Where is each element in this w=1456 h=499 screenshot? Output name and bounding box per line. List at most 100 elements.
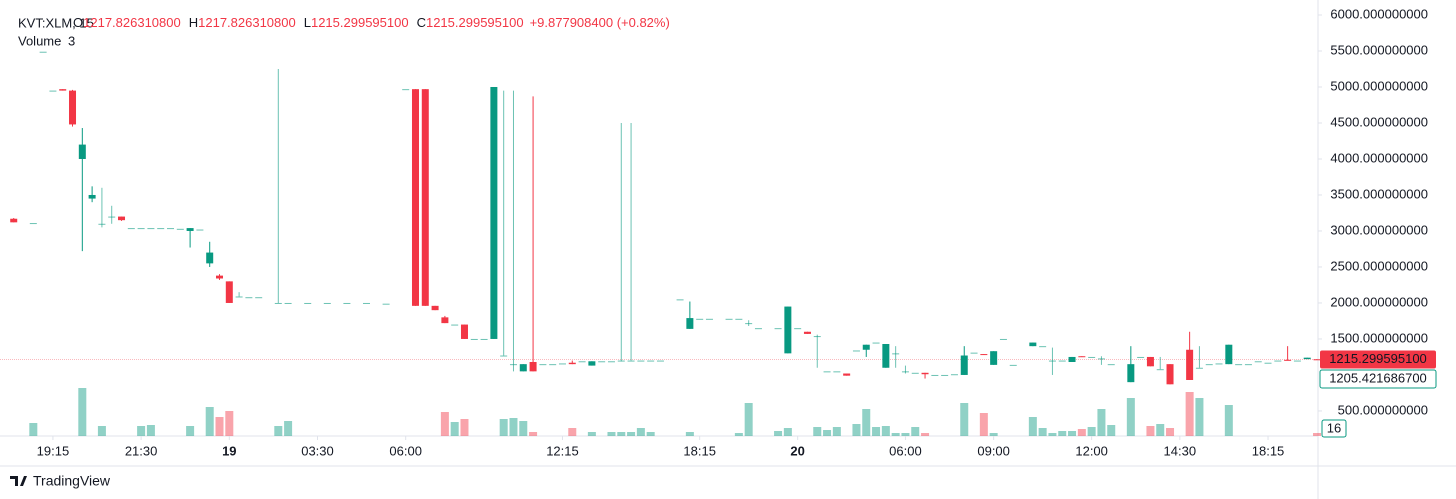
y-tick-label: 2000.000000000 — [1330, 294, 1428, 309]
volume-bar — [832, 427, 841, 436]
candle-body — [49, 90, 57, 92]
legend-h: 1217.826310800 — [198, 15, 296, 30]
legend-c-label: C — [417, 15, 426, 30]
candle-body — [1235, 364, 1243, 366]
volume-bar — [1048, 433, 1057, 436]
candle-body — [931, 374, 939, 376]
candle-body — [98, 223, 106, 225]
volume-bar — [901, 433, 910, 436]
y-tick-label: 3000.000000000 — [1330, 222, 1428, 237]
volume-bar — [646, 432, 655, 436]
candle-body — [88, 194, 96, 199]
candle-body — [1058, 360, 1066, 362]
candle-body — [1097, 358, 1105, 360]
y-tick-label: 4000.000000000 — [1330, 150, 1428, 165]
x-tick-label: 06:00 — [889, 443, 922, 458]
candle-body — [686, 318, 694, 329]
x-tick-label: 14:30 — [1164, 443, 1197, 458]
candle-body — [274, 302, 282, 304]
candle-body — [843, 373, 851, 376]
candle-body — [1254, 361, 1262, 363]
candle-body — [745, 323, 753, 325]
candle-body — [735, 318, 743, 320]
candle-body — [823, 371, 831, 373]
candle-body — [872, 342, 880, 344]
candle-body — [1137, 356, 1145, 358]
ohlc-legend: O1217.826310800 H1217.826310800 L1215.2995… — [73, 15, 670, 30]
volume-bar — [1126, 398, 1135, 436]
volume-bar — [989, 433, 998, 436]
volume-bar — [1107, 425, 1116, 436]
y-tick-label: 1500.000000000 — [1330, 330, 1428, 345]
candle-body — [1068, 356, 1076, 362]
candle-body — [382, 303, 390, 305]
candle-body — [637, 360, 645, 362]
volume-bar — [450, 422, 459, 436]
volume-bar — [568, 428, 577, 436]
x-tick-label: 20 — [790, 443, 804, 458]
volume-bar — [215, 417, 224, 436]
candle-body — [304, 302, 312, 304]
candle-body — [127, 228, 135, 230]
candle-body — [470, 338, 478, 340]
candle-body — [627, 360, 635, 362]
candle-body — [78, 144, 86, 159]
candle-body — [1048, 360, 1056, 362]
volume-bar — [274, 426, 283, 436]
candle-body — [1156, 369, 1164, 371]
volume-bar — [1028, 417, 1037, 436]
volume-bar — [509, 418, 518, 436]
candle-body — [1127, 364, 1135, 383]
y-tick-label: 500.000000000 — [1338, 402, 1428, 417]
candle-body — [402, 89, 410, 91]
volume-bar — [137, 426, 146, 436]
candle-body — [167, 228, 175, 230]
x-tick-label: 19 — [222, 443, 236, 458]
candle-body — [568, 362, 576, 365]
x-tick-label: 09:00 — [977, 443, 1010, 458]
candle-body — [480, 338, 488, 340]
volume-bar — [1224, 405, 1233, 436]
candle-body — [1225, 344, 1233, 365]
volume-bar — [519, 421, 528, 436]
candle-body — [980, 354, 988, 356]
volume-bar — [636, 428, 645, 436]
candle-body — [882, 343, 890, 368]
y-tick-label: 6000.000000000 — [1330, 6, 1428, 21]
x-tick-label: 21:30 — [125, 443, 158, 458]
candle-body — [1195, 367, 1203, 369]
candle-body — [69, 90, 77, 125]
volume-bar — [734, 433, 743, 436]
candle-body — [696, 318, 704, 320]
candle-body — [1313, 359, 1321, 361]
volume-bar — [774, 431, 783, 436]
candle-body — [999, 338, 1007, 340]
y-tick-label: 2500.000000000 — [1330, 258, 1428, 273]
volume-bar — [1146, 426, 1155, 436]
candle-body — [255, 297, 263, 299]
volume-bar — [783, 428, 792, 436]
candle-body — [539, 364, 547, 366]
candle-body — [137, 228, 145, 230]
candle-body — [421, 89, 429, 306]
candle-body — [656, 360, 664, 362]
candle-body — [1146, 356, 1154, 367]
candle-body — [1244, 364, 1252, 366]
volume-label: Volume — [18, 33, 61, 48]
volume-axis-label: 16 — [1327, 420, 1341, 435]
candle-body — [705, 318, 713, 320]
candle-body — [794, 328, 802, 330]
candle-body — [529, 361, 537, 372]
volume-bar — [146, 425, 155, 436]
volume-bar — [627, 432, 636, 436]
candle-body — [225, 281, 233, 303]
candle-body — [862, 344, 870, 350]
candle-body — [725, 318, 733, 320]
candle-body — [441, 317, 449, 324]
candle-body — [245, 297, 253, 299]
volume-bar — [685, 432, 694, 436]
candle-body — [676, 299, 684, 301]
candle-body — [451, 324, 459, 326]
